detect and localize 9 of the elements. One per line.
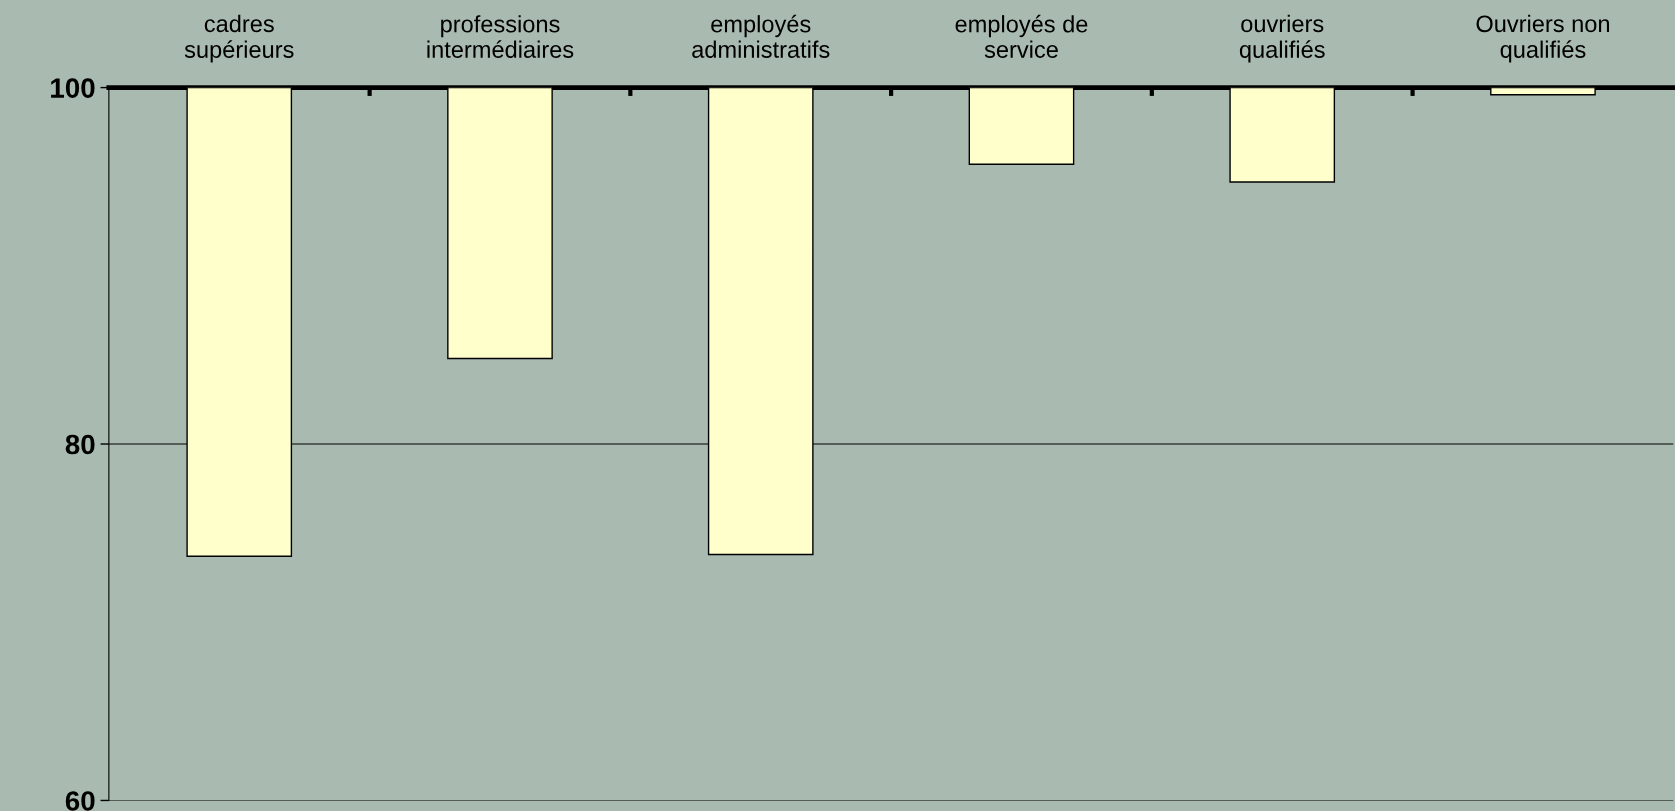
y-tick-label: 80 (65, 434, 95, 455)
x-tick-label: ouvriers qualifiés (1239, 14, 1325, 63)
x-tick-label: employés de service (955, 14, 1088, 58)
x-tick-label: cadres supérieurs (184, 14, 294, 63)
x-tick-label: employés administratifs (692, 14, 830, 58)
y-tick-label: 60 (65, 791, 95, 811)
x-tick-label: professions intermédiaires (427, 15, 574, 58)
y-tick-label: 100 (51, 78, 95, 98)
x-tick-label: Ouvriers non qualifiés (1476, 14, 1610, 63)
